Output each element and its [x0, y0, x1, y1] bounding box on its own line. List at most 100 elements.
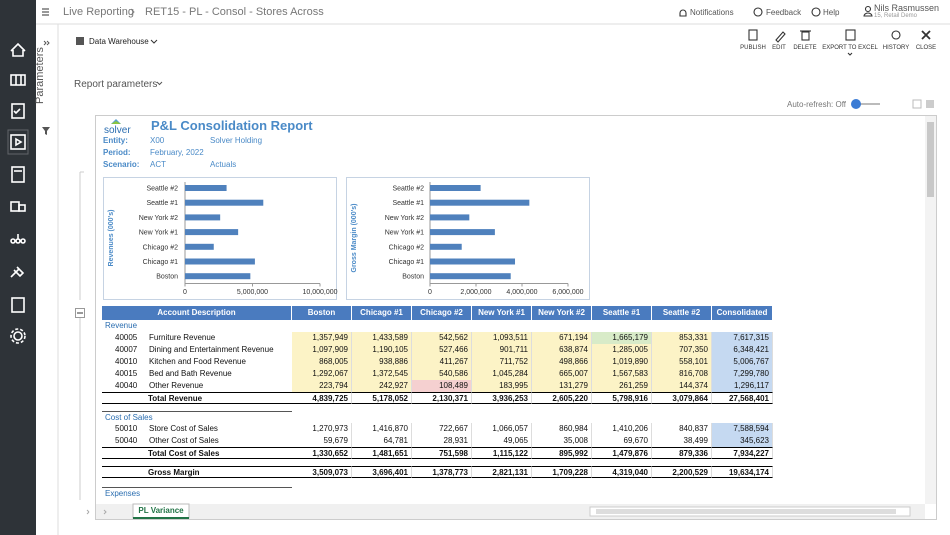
notifications[interactable]: Notifications [690, 8, 734, 17]
toolbar-button[interactable]: CLOSE [915, 45, 937, 51]
section-title: Revenue [105, 321, 138, 330]
toolbar-button[interactable]: PUBLISH [740, 45, 766, 51]
cell: 1,481,651 [352, 447, 412, 459]
bar [430, 243, 462, 250]
cell: 498,866 [532, 356, 592, 368]
category-label: Chicago #1 [389, 259, 425, 266]
cell: 28,931 [412, 435, 472, 447]
cell: 27,568,401 [712, 392, 773, 404]
data-source[interactable]: Data Warehouse [89, 37, 149, 46]
bar [430, 273, 511, 280]
cell: 7,617,315 [712, 332, 773, 344]
bar [185, 185, 227, 191]
auto-refresh[interactable]: Auto-refresh: Off [787, 100, 846, 109]
meta-label: Period: [103, 148, 131, 157]
category-label: Seattle #1 [146, 200, 178, 207]
user-sub: 15, Retail Demo [874, 13, 918, 19]
cell: 1,416,870 [352, 423, 412, 435]
user-name[interactable]: Nils Rasmussen [874, 3, 940, 13]
meta-code: February, 2022 [150, 148, 204, 157]
cell: 1,433,589 [352, 332, 412, 344]
cell: 183,995 [472, 380, 532, 392]
sidebar-active [7, 129, 29, 155]
category-label: Seattle #1 [392, 200, 424, 207]
column-header: New York #1 [472, 306, 532, 320]
cell: 35,008 [532, 435, 592, 447]
cell: 7,934,227 [712, 447, 773, 459]
cell: 223,794 [292, 380, 352, 392]
meta-label: Scenario: [103, 160, 140, 169]
section-title: Cost of Sales [102, 411, 292, 423]
column-header: Consolidated [712, 306, 773, 320]
cell: 5,006,767 [712, 356, 773, 368]
column-header: Seattle #1 [592, 306, 652, 320]
cell: 1,410,206 [592, 423, 652, 435]
cell: 2,821,131 [472, 466, 532, 478]
column-header: New York #2 [532, 306, 592, 320]
cell: 1,115,122 [472, 447, 532, 459]
category-label: New York #2 [139, 215, 178, 222]
breadcrumb[interactable]: RET15 - PL - Consol - Stores Across [145, 6, 324, 18]
cell: 938,886 [352, 356, 412, 368]
cell: 2,200,529 [652, 466, 712, 478]
meta-code: X00 [150, 136, 165, 145]
cell: 527,466 [412, 344, 472, 356]
cell: 816,708 [652, 368, 712, 380]
account-code: 40005 [115, 333, 138, 342]
cell: 1,066,057 [472, 423, 532, 435]
y-axis-title: Gross Margin (000's) [351, 204, 358, 273]
report-parameters[interactable]: Report parameters [74, 79, 158, 90]
cell: 868,005 [292, 356, 352, 368]
cell: 59,679 [292, 435, 352, 447]
x-tick-label: 10,000,000 [302, 289, 337, 296]
cell: 540,586 [412, 368, 472, 380]
cell: 3,509,073 [292, 466, 352, 478]
bar [430, 185, 481, 191]
category-label: Chicago #1 [143, 259, 179, 266]
cell: 5,178,052 [352, 392, 412, 404]
cell: 6,348,421 [712, 344, 773, 356]
toolbar-button[interactable]: EXPORT TO EXCEL [822, 45, 878, 51]
report-title: P&L Consolidation Report [151, 118, 313, 133]
meta-name: Actuals [210, 160, 237, 169]
bar [185, 199, 264, 206]
cell: 1,709,228 [532, 466, 592, 478]
cell: 2,130,371 [412, 392, 472, 404]
cell: 840,837 [652, 423, 712, 435]
account-name: Furniture Revenue [149, 333, 216, 342]
column-header: Chicago #2 [412, 306, 472, 320]
toolbar-button[interactable]: EDIT [772, 45, 786, 51]
cell: 542,562 [412, 332, 472, 344]
cell: 3,696,401 [352, 466, 412, 478]
feedback[interactable]: Feedback [766, 8, 802, 17]
account-name: Kitchen and Food Revenue [149, 357, 246, 366]
cell: 665,007 [532, 368, 592, 380]
help[interactable]: Help [823, 8, 840, 17]
y-axis-title: Revenues (000's) [108, 210, 115, 267]
toolbar-button[interactable]: DELETE [793, 45, 817, 51]
account-code: 40010 [115, 357, 138, 366]
category-label: Boston [156, 274, 178, 281]
bar [185, 258, 255, 265]
cell: 558,101 [652, 356, 712, 368]
sidebar-icons [10, 42, 26, 344]
parameters-tab[interactable]: Parameters [34, 47, 46, 104]
cell: 751,598 [412, 447, 472, 459]
cell: 49,065 [472, 435, 532, 447]
meta-code: ACT [150, 160, 166, 169]
sheet-tab[interactable]: PL Variance [138, 506, 184, 515]
cell: 853,331 [652, 332, 712, 344]
total-label: Total Cost of Sales [102, 447, 292, 459]
category-label: New York #2 [385, 215, 424, 222]
cell: 711,752 [472, 356, 532, 368]
cell: 1,567,583 [592, 368, 652, 380]
category-label: Seattle #2 [146, 186, 178, 193]
x-tick-label: 2,000,000 [460, 289, 491, 296]
total-label: Total Revenue [102, 392, 292, 404]
x-tick-label: 0 [428, 289, 432, 296]
cell: 638,874 [532, 344, 592, 356]
toolbar-button[interactable]: HISTORY [882, 45, 910, 51]
bar [185, 214, 221, 221]
cell: 38,499 [652, 435, 712, 447]
